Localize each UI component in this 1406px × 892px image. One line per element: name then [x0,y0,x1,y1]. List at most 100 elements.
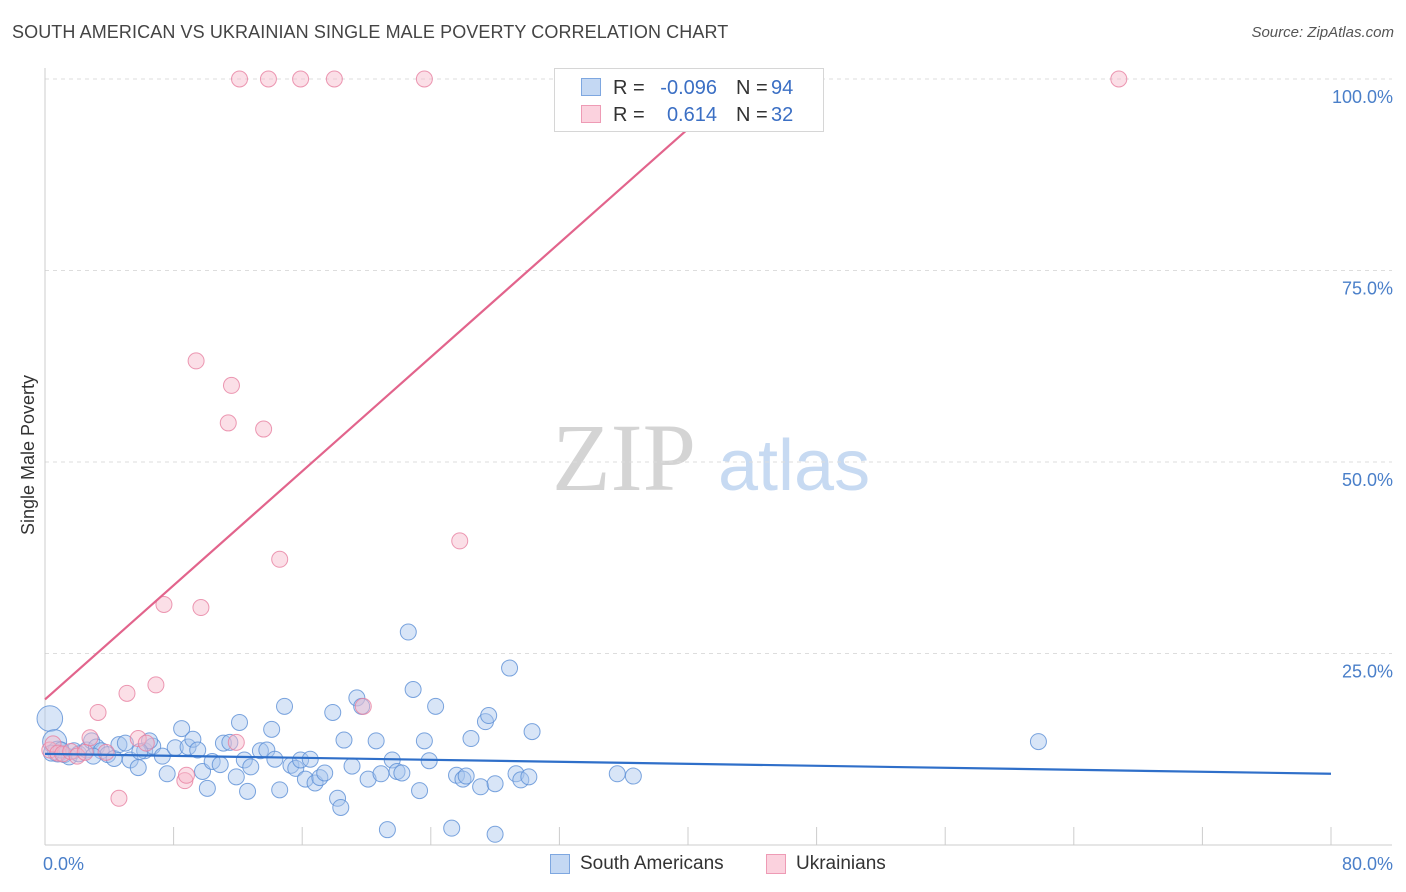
point-south-american [189,741,207,759]
point-south-american [311,769,329,787]
point-south-american [608,765,626,783]
point-south-american [367,732,385,750]
legend-n-value: 32 [771,104,794,126]
point-south-american [301,750,319,768]
point-south-american [393,764,411,782]
point-south-american [129,759,147,777]
point-south-american [140,732,158,750]
y-tick-label: 50.0% [1342,470,1393,490]
legend-label: South Americans [580,853,724,874]
point-ukrainian [222,376,240,394]
y-tick-label: 75.0% [1342,279,1393,299]
point-south-american [624,767,642,785]
grid [45,78,1392,654]
point-ukrainian [325,70,343,88]
data-points [36,70,1128,843]
point-south-american [486,775,504,793]
point-ukrainian [354,697,372,715]
point-ukrainian [219,414,237,432]
point-south-american [198,779,216,797]
point-ukrainian [1110,70,1128,88]
legend-n-label: N = [736,104,768,126]
point-south-american [378,821,396,839]
point-south-american [158,765,176,783]
point-south-american [221,733,239,751]
point-south-american [316,764,334,782]
point-ukrainian [155,595,173,613]
point-south-american [415,732,433,750]
x-tick-label: 0.0% [43,854,84,874]
legend-swatch-blue [581,78,601,96]
point-south-american [211,756,229,774]
y-tick-label: 100.0% [1332,87,1393,107]
legend-swatch-blue [550,854,570,874]
watermark: ZIP atlas [552,404,870,511]
point-south-american [348,689,366,707]
point-south-american [239,782,257,800]
point-south-american [116,734,134,752]
point-south-american [520,768,538,786]
point-south-american [263,720,281,738]
point-ukrainian [129,730,147,748]
legend-swatch-pink [581,105,601,123]
point-south-american [399,623,417,641]
point-south-american [296,770,314,788]
point-south-american [462,730,480,748]
point-ukrainian [89,703,107,721]
legend-label: Ukrainians [796,853,886,874]
point-south-american [266,750,284,768]
point-ukrainian [192,599,210,617]
trend-lines [44,78,1332,775]
point-south-american [292,751,310,769]
point-ukrainian [271,550,289,568]
legend-n-label: N = [736,77,768,99]
point-ukrainian [110,789,128,807]
legend-r-label: R = [613,77,645,99]
correlation-legend: R = -0.096 N = 94 R = 0.614 N = 32 [554,68,824,132]
point-ukrainian [97,743,115,761]
point-ukrainian [292,70,310,88]
legend-r-value: -0.096 [660,77,717,99]
point-south-american [427,697,445,715]
point-south-american [110,736,128,754]
point-south-american [276,697,294,715]
point-south-american [36,705,64,732]
point-south-american [332,798,350,816]
point-south-american [486,825,504,843]
point-ukrainian [76,743,94,761]
point-ukrainian [187,352,205,370]
trend-line-ukrainians [44,78,745,701]
point-south-american [454,770,472,788]
watermark-atlas: atlas [718,426,870,506]
point-ukrainian [68,747,86,765]
point-south-american [324,703,342,721]
legend-n-value: 94 [771,77,794,99]
tick-labels: 25.0% 50.0% 75.0% 100.0% 0.0% 80.0% [43,87,1393,874]
point-south-american [372,765,390,783]
axes [44,68,1392,846]
legend-swatch-pink [766,854,786,874]
point-south-american [523,723,541,741]
trend-line-south-americans [44,752,1332,775]
legend-row-ukrainians: R = 0.614 N = 32 [555,102,823,128]
point-south-american [251,742,269,760]
point-south-american [501,659,519,677]
point-ukrainian [177,766,195,784]
point-ukrainian [415,70,433,88]
page-title: SOUTH AMERICAN VS UKRAINIAN SINGLE MALE … [12,22,729,42]
point-ukrainian [227,733,245,751]
point-ukrainian [231,70,249,88]
point-ukrainian [147,676,165,694]
point-south-american [184,730,202,748]
point-south-american [343,757,361,775]
point-south-american [231,713,249,731]
point-south-american [359,770,377,788]
x-tick-label: 80.0% [1342,854,1393,874]
source-label: Source: ZipAtlas.com [1251,24,1394,41]
point-ukrainian [118,684,136,702]
point-south-american [271,781,289,799]
point-south-american [480,707,498,725]
watermark-zip: ZIP [552,404,696,511]
point-south-american [1029,733,1047,751]
